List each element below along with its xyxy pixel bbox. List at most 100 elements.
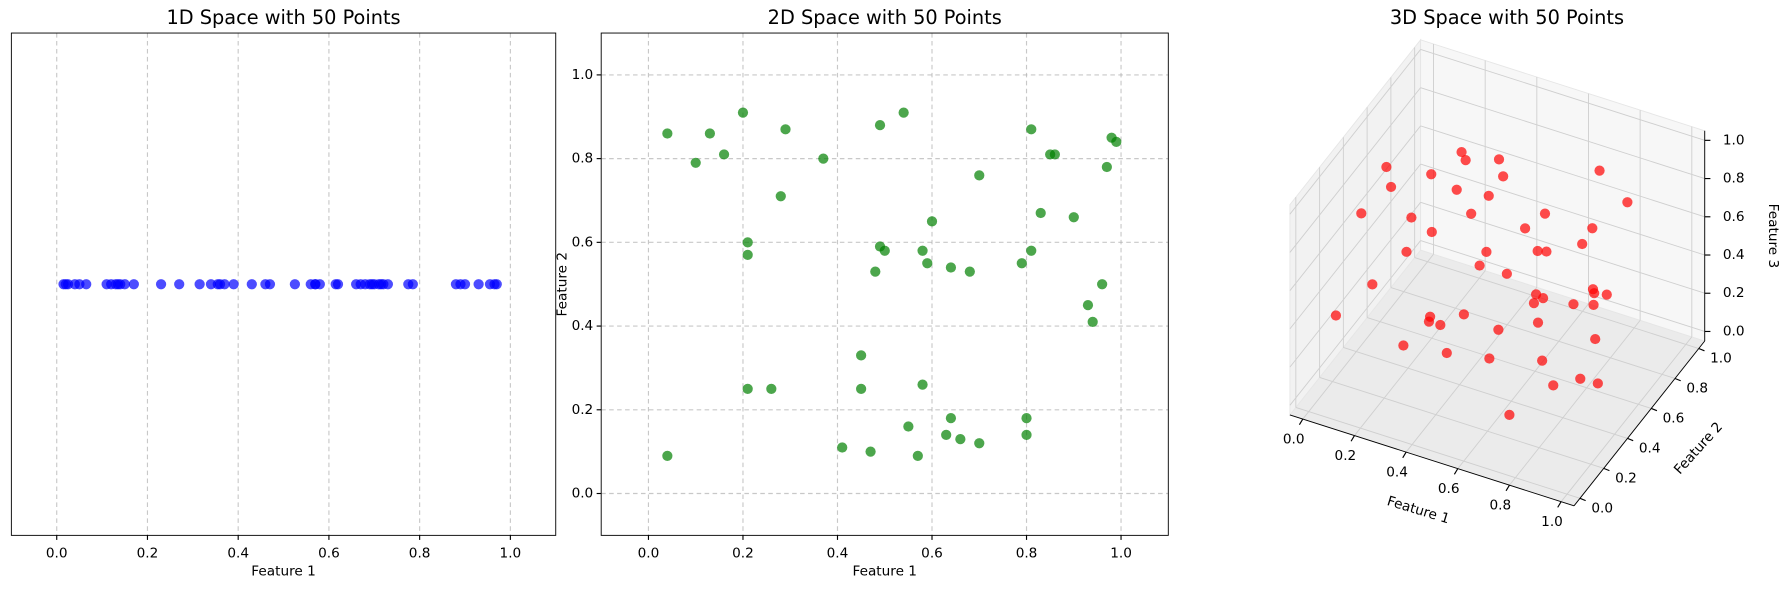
point: [903, 421, 914, 432]
chart-title: 3D Space with 50 Points: [1390, 6, 1624, 29]
y-tick-label: 0.0: [572, 486, 594, 502]
point: [1501, 268, 1512, 279]
point: [742, 249, 753, 261]
point: [194, 279, 205, 290]
y-tick-label: 0.4: [1639, 441, 1661, 457]
point: [1456, 146, 1467, 158]
grid-line: [1390, 287, 1676, 379]
point: [704, 128, 716, 139]
grid-line: [1343, 347, 1628, 439]
point: [382, 279, 394, 290]
y-tick-label: 0.4: [572, 318, 594, 334]
point: [1577, 238, 1588, 250]
point: [1068, 212, 1079, 223]
grid-line: [1289, 202, 1421, 368]
point: [856, 350, 867, 361]
point: [941, 429, 952, 441]
point: [119, 279, 130, 290]
x-tick: [1402, 451, 1407, 459]
point: [1532, 317, 1544, 328]
point: [912, 450, 923, 461]
point: [945, 262, 957, 273]
point: [718, 149, 730, 160]
y-tick: [1627, 437, 1634, 442]
grid-line: [1295, 406, 1581, 499]
grid-line: [1289, 125, 1421, 291]
grid-line: [1560, 336, 1693, 502]
point: [1548, 380, 1559, 391]
z-tick-label: 0.8: [1723, 171, 1745, 187]
point: [917, 379, 928, 390]
point: [1435, 319, 1446, 331]
point: [1568, 299, 1579, 310]
point: [1588, 299, 1599, 311]
point: [766, 383, 777, 394]
x-tick-label: 0.8: [1016, 546, 1038, 562]
point: [128, 279, 139, 290]
point: [775, 191, 786, 202]
point: [1082, 300, 1094, 311]
point: [922, 258, 933, 269]
x-tick: [1350, 435, 1355, 442]
y-tick-label: 0.2: [1615, 471, 1637, 487]
grid-line: [1420, 240, 1705, 332]
point: [174, 279, 185, 290]
point: [1537, 355, 1548, 366]
point: [1460, 155, 1471, 166]
point: [856, 383, 867, 394]
y-tick-label: 0.2: [572, 402, 594, 418]
point: [964, 266, 975, 277]
x-axis-line: [1289, 414, 1575, 507]
point: [898, 107, 909, 118]
grid-line: [1302, 253, 1434, 420]
x-axis-label: Feature 1: [1385, 493, 1451, 527]
point: [1398, 340, 1409, 351]
grid-line: [1457, 303, 1589, 469]
point: [1026, 124, 1037, 135]
y-axis-label: Feature 2: [555, 252, 571, 316]
point: [81, 279, 92, 290]
x-tick: [1505, 484, 1510, 492]
point: [1474, 260, 1485, 271]
point: [742, 237, 753, 248]
y-axis-line: [1573, 340, 1706, 507]
point: [1035, 207, 1046, 219]
point: [1528, 297, 1540, 309]
x-tick: [1453, 468, 1459, 475]
x-tick-label: 0.2: [137, 546, 159, 562]
point: [1589, 288, 1600, 299]
x-tick-label: 1.0: [500, 546, 522, 562]
point: [1601, 289, 1612, 300]
y-tick: [1674, 377, 1681, 382]
z-tick-label: 0.6: [1723, 209, 1745, 225]
x-tick-label: 0.4: [1386, 465, 1408, 481]
grid-line: [1420, 87, 1705, 179]
point: [1406, 212, 1417, 223]
point: [1426, 169, 1437, 180]
grid-line: [1420, 48, 1705, 141]
point: [332, 279, 344, 290]
point: [1451, 184, 1462, 195]
z-tick-label: 0.4: [1723, 247, 1745, 263]
x-tick-label: 0.4: [227, 546, 249, 562]
y-tick-label: 0.6: [572, 234, 594, 250]
z-tick-label: 0.2: [1723, 285, 1745, 301]
grid-line: [1319, 377, 1604, 469]
point: [1532, 245, 1543, 257]
point: [1087, 316, 1098, 327]
point: [1519, 223, 1531, 234]
point: [1021, 429, 1032, 441]
point: [1481, 246, 1492, 258]
chart-title: 2D Space with 50 Points: [768, 6, 1002, 29]
chart-title: 1D Space with 50 Points: [166, 6, 400, 29]
point: [1537, 292, 1549, 304]
x-tick-label: 0.6: [921, 546, 943, 562]
point: [1385, 181, 1397, 193]
point: [1575, 373, 1586, 384]
point: [1330, 310, 1342, 321]
point: [870, 266, 881, 277]
point: [1498, 171, 1509, 182]
point: [955, 433, 966, 445]
